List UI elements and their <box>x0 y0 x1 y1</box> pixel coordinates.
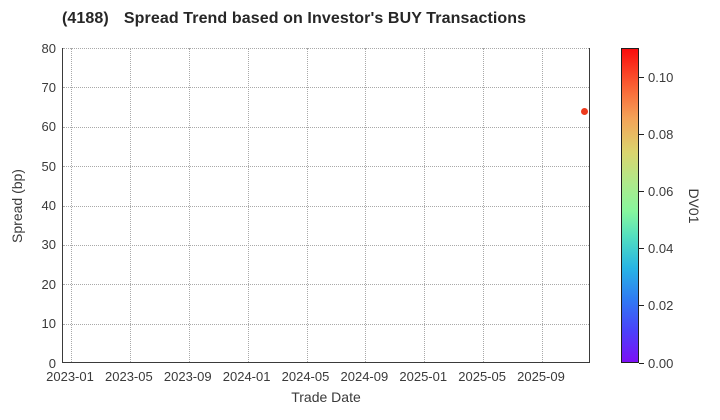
y-tick-label: 0 <box>48 355 56 371</box>
colorbar-tick <box>639 248 644 250</box>
colorbar-tick <box>639 305 644 307</box>
colorbar-tick <box>639 362 644 364</box>
x-gridline <box>365 48 367 362</box>
colorbar-tick <box>639 134 644 136</box>
x-tick-label: 2024-05 <box>281 369 330 384</box>
colorbar-tick-label: 0.06 <box>648 184 674 200</box>
x-axis-title: Trade Date <box>291 389 361 405</box>
y-gridline <box>63 205 589 207</box>
x-tick-label: 2023-05 <box>105 369 153 384</box>
colorbar-title: DV01 <box>686 188 702 224</box>
ticker-code: (4188) <box>62 10 109 27</box>
x-tick-label: 2025-05 <box>458 369 506 384</box>
colorbar-tick <box>639 191 644 193</box>
x-gridline <box>306 48 308 362</box>
x-tick-label: 2023-09 <box>163 369 212 384</box>
x-tick-label: 2024-01 <box>222 369 271 384</box>
y-gridline <box>63 48 589 49</box>
scatter-point <box>580 107 588 115</box>
chart-title: (4188) Spread Trend based on Investor's B… <box>62 10 526 28</box>
x-gridline <box>424 48 426 362</box>
y-gridline <box>63 284 589 286</box>
y-tick-label: 70 <box>41 79 56 95</box>
y-gridline <box>63 166 589 168</box>
x-tick-label: 2025-01 <box>399 369 448 384</box>
x-gridline <box>129 48 131 362</box>
y-tick-label: 10 <box>41 316 56 332</box>
colorbar-tick-label: 0.04 <box>648 241 674 257</box>
colorbar-tick-label: 0.00 <box>648 355 674 371</box>
x-gridline <box>542 48 543 362</box>
chart-title-text: Spread Trend based on Investor's BUY Tra… <box>123 10 527 27</box>
y-tick-label: 50 <box>41 158 56 174</box>
plot-area <box>62 48 590 363</box>
y-gridline <box>63 323 589 325</box>
colorbar-tick-label: 0.10 <box>648 70 674 86</box>
y-gridline <box>63 87 589 89</box>
x-gridline <box>188 48 190 362</box>
x-gridline <box>483 48 485 362</box>
x-tick-label: 2023-01 <box>46 369 94 384</box>
x-gridline <box>71 48 72 362</box>
colorbar-tick <box>639 77 644 79</box>
y-tick-label: 30 <box>41 237 56 253</box>
y-gridline <box>63 244 589 246</box>
colorbar-tick-label: 0.02 <box>648 298 674 314</box>
x-gridline <box>247 48 249 362</box>
y-tick-label: 20 <box>41 276 56 292</box>
colorbar-tick-label: 0.08 <box>648 127 674 143</box>
x-tick-label: 2025-09 <box>517 369 565 384</box>
colorbar <box>621 48 639 363</box>
y-tick-label: 80 <box>41 40 56 56</box>
y-gridline <box>63 126 589 128</box>
x-tick-label: 2024-09 <box>340 369 389 384</box>
y-tick-label: 40 <box>41 198 56 213</box>
y-tick-label: 60 <box>41 119 56 135</box>
